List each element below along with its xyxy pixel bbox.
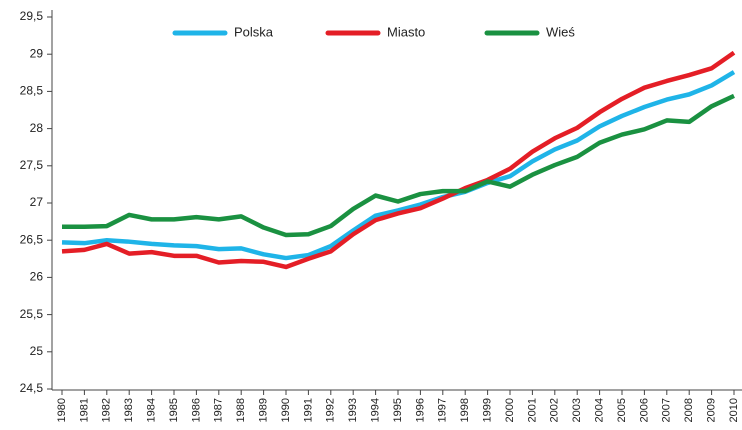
y-tick-label: 26,5	[20, 232, 44, 246]
x-tick-label: 1996	[414, 398, 426, 422]
x-tick-label: 2005	[616, 398, 628, 422]
x-tick-label: 1993	[347, 398, 359, 422]
x-tick-label: 1997	[437, 398, 449, 422]
x-tick-label: 2010	[728, 398, 740, 422]
x-tick-label: 1999	[482, 398, 494, 422]
series-line	[62, 93, 735, 238]
x-tick-label: 1990	[280, 398, 292, 422]
y-tick-label: 28	[30, 121, 44, 135]
y-tick-label: 27,5	[20, 158, 44, 172]
x-tick-label: 2006	[638, 398, 650, 422]
x-tick-label: 1983	[123, 398, 135, 422]
x-tick-label: 2001	[526, 398, 538, 422]
x-tick-label: 2009	[706, 398, 718, 422]
y-tick-label: 29,5	[20, 9, 44, 23]
y-tick-label: 25	[30, 344, 44, 358]
y-tick-label: 26	[30, 270, 44, 284]
y-tick-label: 27	[30, 195, 44, 209]
y-tick-label: 28,5	[20, 84, 44, 98]
x-tick-label: 1988	[235, 398, 247, 422]
x-tick-label: 2003	[571, 398, 583, 422]
y-tick-label: 29	[30, 46, 44, 60]
legend-label: Wieś	[546, 24, 575, 39]
x-tick-label: 2004	[594, 398, 606, 422]
x-tick-label: 2002	[549, 398, 561, 422]
x-tick-label: 1985	[168, 398, 180, 422]
series-line	[61, 70, 736, 261]
x-tick-label: 1994	[370, 398, 382, 422]
series-line	[61, 50, 736, 270]
y-tick-label: 25,5	[20, 307, 44, 321]
x-tick-label: 1986	[190, 398, 202, 422]
x-tick-label: 1984	[146, 398, 158, 422]
x-tick-label: 1982	[101, 398, 113, 422]
x-tick-label: 1987	[213, 398, 225, 422]
x-tick-label: 2007	[661, 398, 673, 422]
y-tick-label: 24,5	[20, 381, 44, 395]
legend-label: Miasto	[387, 24, 425, 39]
x-tick-label: 1980	[56, 398, 68, 422]
x-tick-label: 1998	[459, 398, 471, 422]
legend-label: Polska	[234, 24, 274, 39]
x-tick-label: 1989	[258, 398, 270, 422]
x-tick-label: 1991	[302, 398, 314, 422]
x-tick-label: 1995	[392, 398, 404, 422]
x-tick-label: 2008	[683, 398, 695, 422]
x-tick-label: 1992	[325, 398, 337, 422]
x-tick-label: 1981	[78, 398, 90, 422]
x-tick-label: 2000	[504, 398, 516, 422]
